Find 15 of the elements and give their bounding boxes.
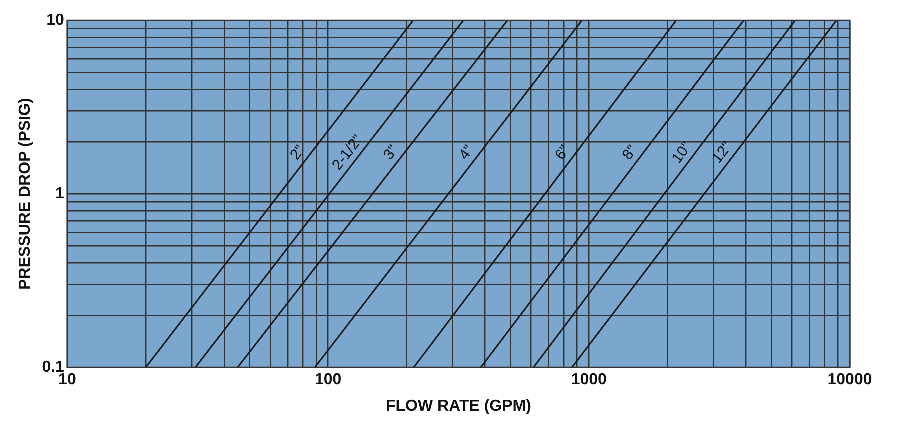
x-axis-title: FLOW RATE (GPM): [386, 398, 532, 415]
text: 10": [668, 138, 696, 167]
x-tick-label: 100: [314, 372, 342, 389]
text: 4": [456, 142, 478, 164]
x-tick-label: 10: [58, 372, 76, 389]
x-tick-label: 1000: [571, 372, 608, 389]
text: 3": [380, 142, 402, 164]
text: 8": [619, 142, 641, 164]
x-tick-label: 10000: [828, 372, 872, 389]
text: 12": [708, 138, 736, 167]
text: 6": [552, 142, 574, 164]
y-tick-label: 1: [56, 186, 65, 203]
y-axis-title: PRESSURE DROP (PSIG): [17, 98, 34, 290]
y-tick-label: 10: [46, 12, 65, 30]
text: 2": [286, 142, 309, 164]
